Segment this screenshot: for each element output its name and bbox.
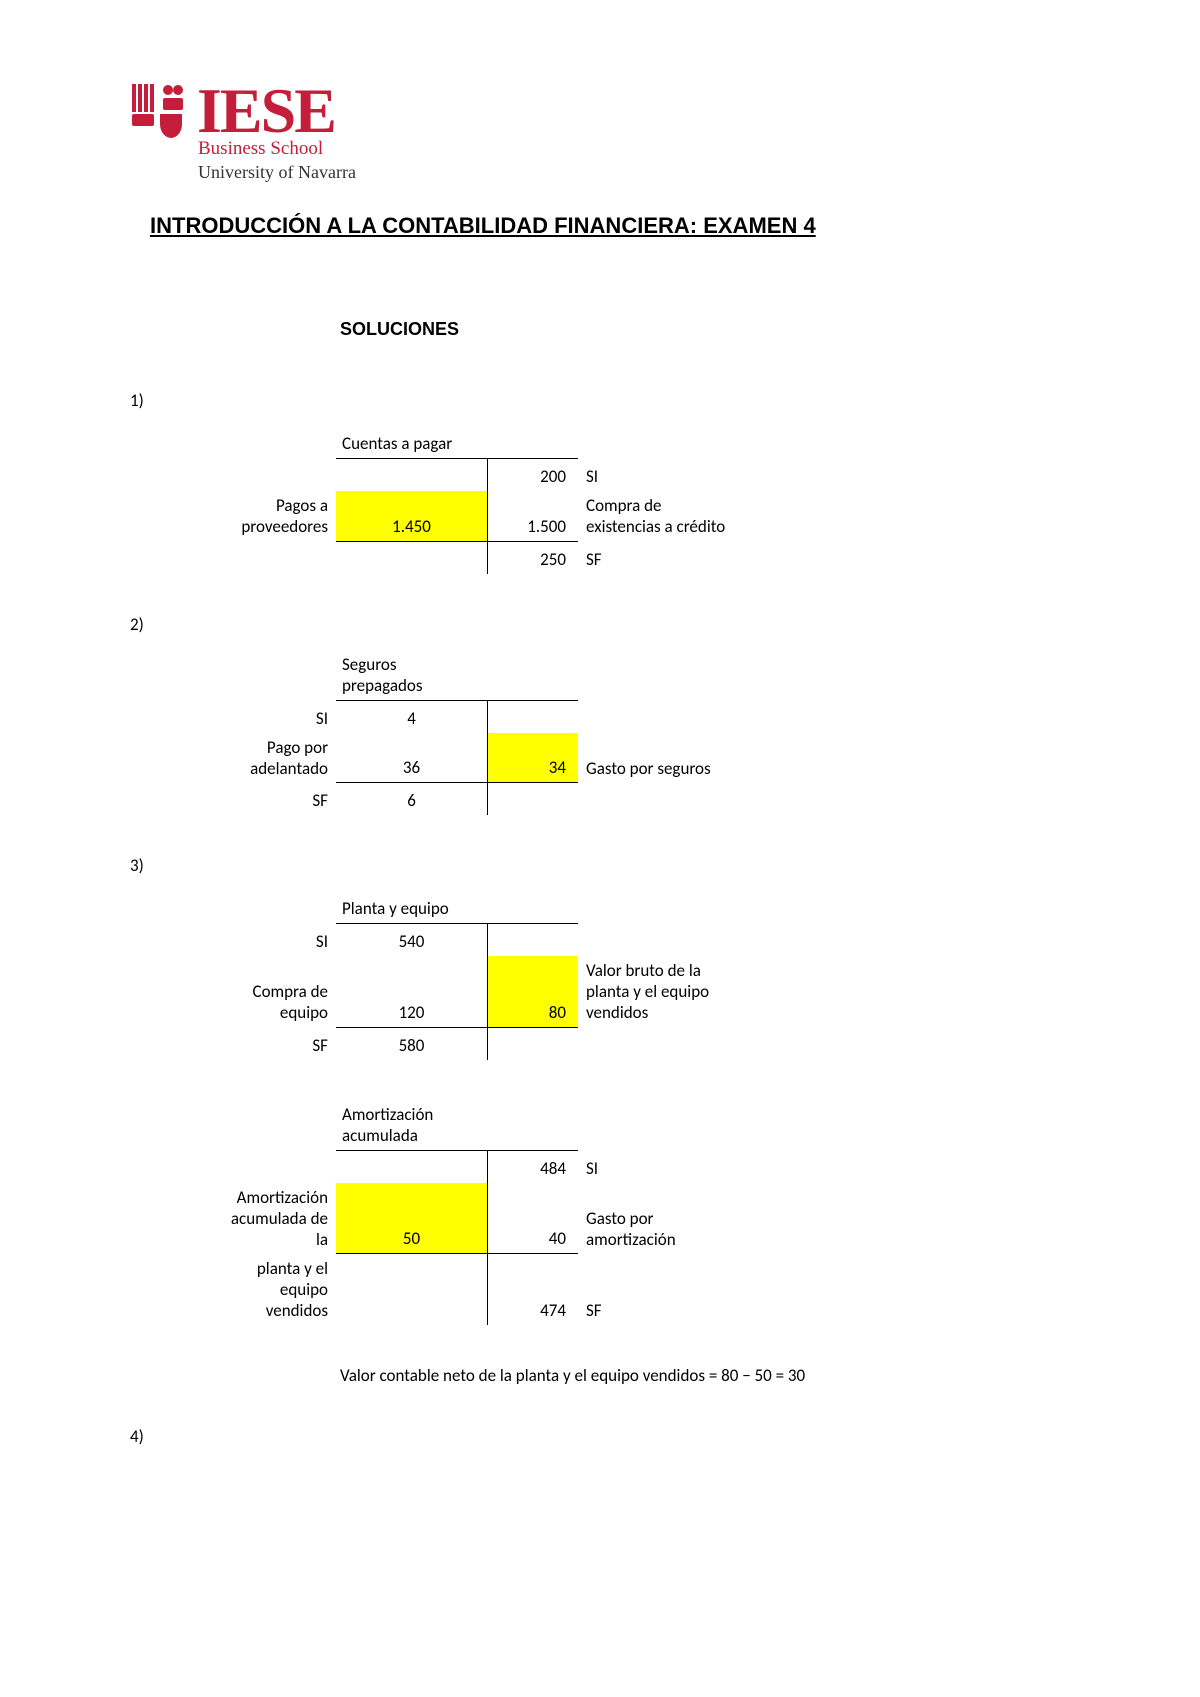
row-credit bbox=[488, 700, 579, 733]
row-debit bbox=[336, 459, 488, 492]
logo-subtitle-2: University of Navarra bbox=[198, 162, 1070, 183]
section-subtitle: SOLUCIONES bbox=[340, 319, 1070, 340]
row-right-label: Valor bruto de la planta y el equipo ven… bbox=[578, 956, 734, 1027]
taccount-q2: Seguros prepagadosSI4Pago por adelantado… bbox=[210, 650, 1070, 816]
row-credit: 250 bbox=[488, 541, 579, 574]
row-left-label: SF bbox=[210, 783, 336, 816]
row-left-label bbox=[210, 541, 336, 574]
question-number-2: 2) bbox=[130, 614, 1070, 635]
row-right-label: SI bbox=[578, 1150, 734, 1183]
question-number-4: 4) bbox=[130, 1426, 1070, 1447]
taccount-q1: Cuentas a pagar200SIPagos a proveedores1… bbox=[210, 426, 1070, 574]
logo-row: IESE bbox=[130, 80, 1070, 140]
row-left-label: Amortización acumulada de la bbox=[210, 1183, 336, 1254]
logo-block: IESE Business School University of Navar… bbox=[130, 80, 1070, 183]
row-right-label: SF bbox=[578, 1254, 734, 1325]
row-right-label bbox=[578, 700, 734, 733]
row-debit: 36 bbox=[336, 733, 488, 783]
row-debit bbox=[336, 1150, 488, 1183]
row-debit: 1.450 bbox=[336, 491, 488, 541]
row-right-label: Compra de existencias a crédito bbox=[578, 491, 734, 541]
shield-icon bbox=[130, 80, 185, 140]
row-right-label: SF bbox=[578, 541, 734, 574]
taccount-title: Seguros prepagados bbox=[336, 650, 488, 701]
row-left-label: SI bbox=[210, 700, 336, 733]
row-credit bbox=[488, 783, 579, 816]
taccount-title: Amortización acumulada bbox=[336, 1100, 488, 1151]
row-right-label bbox=[578, 1027, 734, 1060]
taccount-title: Cuentas a pagar bbox=[336, 426, 488, 459]
row-credit: 40 bbox=[488, 1183, 579, 1254]
question-number-1: 1) bbox=[130, 390, 1070, 411]
row-right-label: Gasto por seguros bbox=[578, 733, 734, 783]
q3-note: Valor contable neto de la planta y el eq… bbox=[340, 1365, 1070, 1386]
taccount-title: Planta y equipo bbox=[336, 891, 488, 924]
row-debit bbox=[336, 1254, 488, 1325]
taccount-q3b: Amortización acumulada484SI Amortización … bbox=[210, 1100, 1070, 1325]
row-debit bbox=[336, 541, 488, 574]
row-credit: 1.500 bbox=[488, 491, 579, 541]
row-left-label bbox=[210, 459, 336, 492]
row-debit: 580 bbox=[336, 1027, 488, 1060]
row-left-label bbox=[210, 1150, 336, 1183]
row-right-label: SI bbox=[578, 459, 734, 492]
question-number-3: 3) bbox=[130, 855, 1070, 876]
row-credit: 200 bbox=[488, 459, 579, 492]
row-debit: 120 bbox=[336, 956, 488, 1027]
row-credit: 34 bbox=[488, 733, 579, 783]
row-debit: 540 bbox=[336, 924, 488, 957]
taccount-q3a: Planta y equipoSI540Compra de equipo1208… bbox=[210, 891, 1070, 1060]
page: IESE Business School University of Navar… bbox=[0, 0, 1200, 1522]
row-right-label: Gasto por amortización bbox=[578, 1183, 734, 1254]
row-left-label: Compra de equipo bbox=[210, 956, 336, 1027]
row-left-label: SI bbox=[210, 924, 336, 957]
row-left-label: SF bbox=[210, 1027, 336, 1060]
logo-text: IESE bbox=[197, 82, 335, 140]
row-debit: 4 bbox=[336, 700, 488, 733]
row-credit bbox=[488, 924, 579, 957]
row-credit: 80 bbox=[488, 956, 579, 1027]
row-debit: 50 bbox=[336, 1183, 488, 1254]
row-credit bbox=[488, 1027, 579, 1060]
row-left-label: planta y el equipo vendidos bbox=[210, 1254, 336, 1325]
row-left-label: Pagos a proveedores bbox=[210, 491, 336, 541]
row-credit: 484 bbox=[488, 1150, 579, 1183]
row-debit: 6 bbox=[336, 783, 488, 816]
row-left-label: Pago por adelantado bbox=[210, 733, 336, 783]
page-title: INTRODUCCIÓN A LA CONTABILIDAD FINANCIER… bbox=[150, 213, 1070, 239]
row-right-label bbox=[578, 783, 734, 816]
row-right-label bbox=[578, 924, 734, 957]
row-credit: 474 bbox=[488, 1254, 579, 1325]
